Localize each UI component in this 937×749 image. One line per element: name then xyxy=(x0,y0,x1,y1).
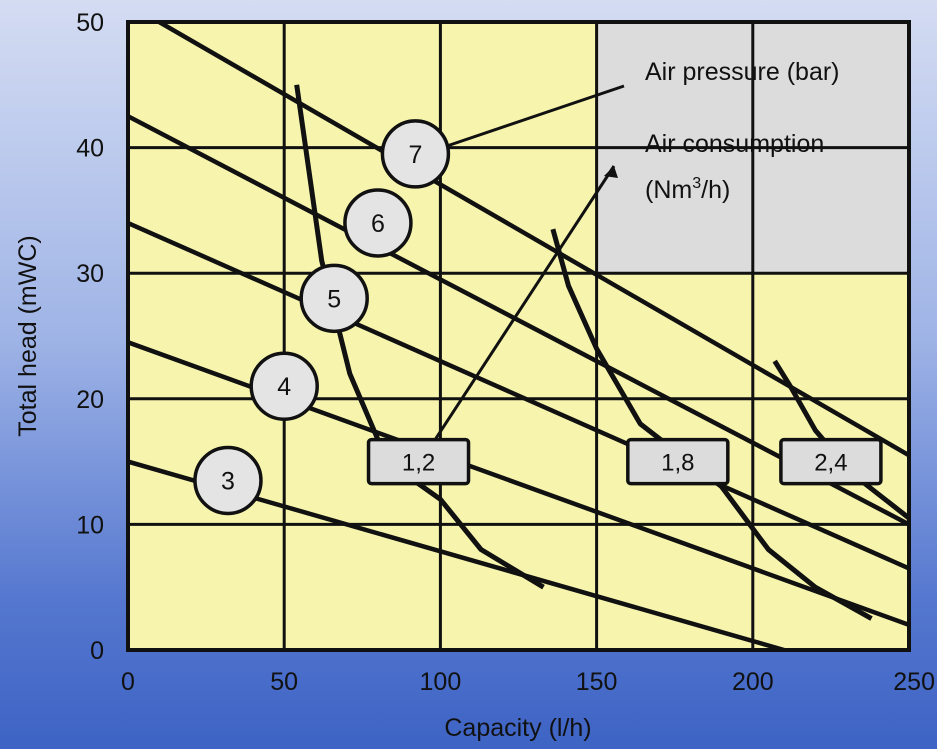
pressure-bubble-6 xyxy=(343,188,413,258)
air-consumption-unit-label: (Nm3/h) xyxy=(645,175,730,204)
consumption-box-label: 1,2 xyxy=(402,450,435,477)
consumption-box-label: 1,8 xyxy=(661,450,694,477)
pressure-bubble-label: 4 xyxy=(277,373,291,401)
pressure-bubble-label: 6 xyxy=(371,210,385,238)
x-tick-label: 250 xyxy=(893,668,935,696)
x-tick-label: 200 xyxy=(732,668,774,696)
x-axis-title: Capacity (l/h) xyxy=(444,714,591,742)
consumption-box-1-2 xyxy=(366,437,471,486)
x-tick-label: 50 xyxy=(270,668,298,696)
pressure-curve-5 xyxy=(128,220,909,571)
y-tick-label: 40 xyxy=(76,135,104,163)
plot-border xyxy=(126,20,911,652)
consumption-curve-1-2 xyxy=(294,84,545,590)
pressure-bubble-label: 3 xyxy=(221,467,235,495)
pressure-bubble-3 xyxy=(193,445,263,516)
y-tick-label: 50 xyxy=(76,9,104,37)
air-consumption-label: Air consumption xyxy=(645,130,824,158)
consumption-curve-2-4 xyxy=(772,359,909,521)
unit-prefix: (Nm xyxy=(645,176,692,204)
annotation-leaders xyxy=(431,84,625,445)
x-tick-label: 100 xyxy=(420,668,462,696)
y-tick-label: 0 xyxy=(90,637,104,665)
axis-ticks: 0 50 100 150 200 250 0 10 20 30 40 50 xyxy=(76,9,935,696)
pressure-bubble-4 xyxy=(249,351,319,421)
pressure-bubble-5 xyxy=(299,263,369,334)
unit-suffix: /h) xyxy=(701,176,730,204)
x-tick-label: 0 xyxy=(121,668,135,696)
y-tick-label: 10 xyxy=(76,511,104,539)
pressure-curve-6 xyxy=(128,114,909,527)
x-tick-label: 150 xyxy=(576,668,618,696)
pressure-bubble-label: 7 xyxy=(408,141,422,169)
curve-labels: 7 6 5 4 3 1,2 1,8 2,4 xyxy=(193,119,883,516)
curves xyxy=(128,22,909,650)
consumption-box-label: 2,4 xyxy=(814,450,847,477)
pressure-bubble-label: 5 xyxy=(327,285,341,313)
y-axis-title: Total head (mWC) xyxy=(14,235,42,436)
y-tick-label: 20 xyxy=(76,386,104,414)
air-pressure-label: Air pressure (bar) xyxy=(645,58,840,86)
consumption-box-2-4 xyxy=(779,437,883,486)
air-pressure-leader xyxy=(440,84,625,150)
pressure-curve-7 xyxy=(158,22,909,458)
consumption-box-1-8 xyxy=(626,437,730,486)
y-tick-label: 30 xyxy=(76,260,104,288)
air-consumption-leader xyxy=(431,165,616,445)
air-consumption-arrowhead xyxy=(604,166,618,178)
pressure-bubble-7 xyxy=(380,119,451,189)
unit-superscript: 3 xyxy=(692,175,701,192)
